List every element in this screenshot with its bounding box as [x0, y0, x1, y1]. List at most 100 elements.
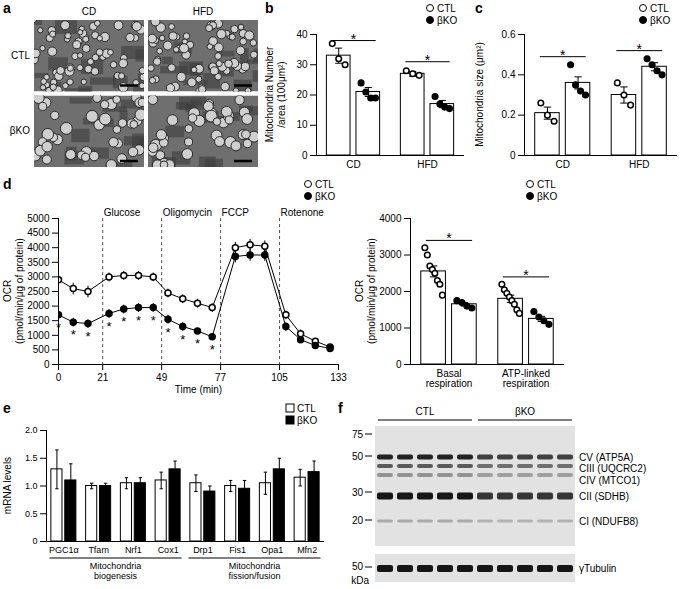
svg-text:*: *: [136, 313, 141, 328]
svg-text:0.5: 0.5: [25, 509, 38, 519]
svg-text:500: 500: [33, 344, 50, 355]
svg-text:a: a: [3, 0, 11, 16]
svg-text:βKO: βKO: [297, 415, 317, 426]
svg-text:133: 133: [330, 372, 347, 383]
svg-text:OCR(pmol/min/μg of protein): OCR(pmol/min/μg of protein): [2, 238, 25, 344]
svg-text:Nrf1: Nrf1: [125, 545, 142, 555]
svg-text:HFD: HFD: [629, 159, 650, 170]
svg-text:2.0: 2.0: [25, 425, 38, 435]
svg-text:f: f: [338, 400, 343, 416]
svg-text:CIII (UQCRC2): CIII (UQCRC2): [579, 463, 646, 474]
svg-text:*: *: [210, 342, 215, 357]
svg-text:*: *: [85, 329, 90, 344]
svg-text:0: 0: [302, 150, 308, 161]
svg-text:1.0: 1.0: [25, 481, 38, 491]
svg-text:20: 20: [296, 89, 308, 100]
svg-text:Oligomycin: Oligomycin: [163, 207, 212, 218]
svg-text:50: 50: [352, 451, 364, 462]
svg-text:Basalrespiration: Basalrespiration: [426, 368, 473, 389]
svg-text:FCCP: FCCP: [222, 207, 250, 218]
svg-text:CTL: CTL: [315, 179, 334, 190]
svg-text:Drp1: Drp1: [193, 545, 213, 555]
svg-text:βKO: βKO: [537, 191, 557, 202]
svg-text:10: 10: [296, 119, 308, 130]
svg-text:βKO: βKO: [437, 15, 457, 26]
svg-text:*: *: [180, 332, 185, 347]
svg-text:d: d: [3, 176, 12, 192]
svg-text:HFD: HFD: [193, 6, 214, 17]
svg-text:0.6: 0.6: [502, 29, 516, 40]
svg-text:Tfam: Tfam: [88, 545, 109, 555]
svg-text:*: *: [523, 267, 529, 283]
svg-text:105: 105: [271, 372, 288, 383]
svg-text:4000: 4000: [379, 213, 402, 224]
svg-text:CTL: CTL: [537, 179, 556, 190]
svg-text:βKO: βKO: [650, 15, 670, 26]
svg-text:40: 40: [296, 29, 308, 40]
svg-text:CD: CD: [82, 6, 96, 17]
svg-text:Time (min): Time (min): [175, 384, 222, 395]
svg-text:Fis1: Fis1: [229, 545, 246, 555]
svg-text:CII (SDHB): CII (SDHB): [579, 491, 629, 502]
svg-text:PGC1α: PGC1α: [49, 545, 79, 555]
svg-text:77: 77: [215, 372, 227, 383]
svg-text:Rotenone: Rotenone: [281, 207, 325, 218]
svg-text:21: 21: [97, 372, 109, 383]
svg-text:*: *: [71, 327, 76, 342]
svg-text:βKO: βKO: [515, 406, 535, 417]
svg-text:Mitochondria Number/area (100μ: Mitochondria Number/area (100μm²): [264, 46, 287, 142]
svg-text:49: 49: [156, 372, 168, 383]
svg-text:*: *: [637, 41, 643, 57]
svg-text:*: *: [151, 313, 156, 328]
svg-text:30: 30: [296, 59, 308, 70]
svg-text:ATP-linkedrespiration: ATP-linkedrespiration: [502, 368, 550, 389]
svg-text:50: 50: [352, 561, 364, 572]
svg-text:*: *: [560, 47, 566, 63]
svg-text:βKO: βKO: [10, 125, 30, 136]
svg-text:*: *: [165, 325, 170, 340]
svg-text:βKO: βKO: [315, 191, 335, 202]
svg-text:5000: 5000: [27, 213, 50, 224]
svg-text:Mitochondriabiogenesis: Mitochondriabiogenesis: [90, 561, 142, 581]
svg-text:*: *: [106, 319, 111, 334]
svg-text:2000: 2000: [379, 286, 402, 297]
svg-text:1000: 1000: [27, 330, 50, 341]
svg-text:Cox1: Cox1: [158, 545, 179, 555]
svg-text:CI (NDUFB8): CI (NDUFB8): [579, 516, 638, 527]
svg-text:4500: 4500: [27, 227, 50, 238]
svg-text:e: e: [3, 400, 11, 416]
svg-text:Mitochondria size (μm²): Mitochondria size (μm²): [474, 42, 485, 147]
svg-text:Mitochondriafission/fusion: Mitochondriafission/fusion: [228, 561, 280, 581]
svg-text:4000: 4000: [27, 242, 50, 253]
svg-text:CTL: CTL: [297, 403, 316, 414]
svg-text:*: *: [351, 31, 357, 47]
svg-text:1.5: 1.5: [25, 453, 38, 463]
svg-text:*: *: [446, 230, 452, 246]
svg-text:Glucose: Glucose: [104, 207, 141, 218]
svg-text:b: b: [265, 0, 274, 16]
svg-text:20: 20: [352, 515, 364, 526]
svg-text:2500: 2500: [27, 286, 50, 297]
svg-text:kDa: kDa: [351, 575, 369, 586]
svg-text:0.4: 0.4: [502, 69, 516, 80]
svg-text:CD: CD: [556, 159, 570, 170]
svg-text:3500: 3500: [27, 257, 50, 268]
svg-text:CIV (MTCO1): CIV (MTCO1): [579, 475, 640, 486]
svg-text:Mfn2: Mfn2: [297, 545, 317, 555]
svg-text:c: c: [475, 0, 483, 16]
svg-text:CTL: CTL: [11, 50, 30, 61]
svg-text:CV (ATP5A): CV (ATP5A): [579, 452, 633, 463]
svg-text:HFD: HFD: [417, 159, 438, 170]
svg-text:0: 0: [32, 536, 37, 546]
svg-text:0: 0: [56, 372, 62, 383]
svg-text:30: 30: [352, 487, 364, 498]
svg-text:1000: 1000: [379, 322, 402, 333]
svg-text:*: *: [195, 336, 200, 351]
svg-text:2000: 2000: [27, 300, 50, 311]
svg-text:mRNA levels: mRNA levels: [2, 457, 13, 514]
svg-text:0: 0: [510, 150, 516, 161]
svg-text:1500: 1500: [27, 315, 50, 326]
svg-text:CTL: CTL: [437, 3, 456, 14]
svg-text:75: 75: [352, 429, 364, 440]
svg-text:CD: CD: [346, 159, 360, 170]
